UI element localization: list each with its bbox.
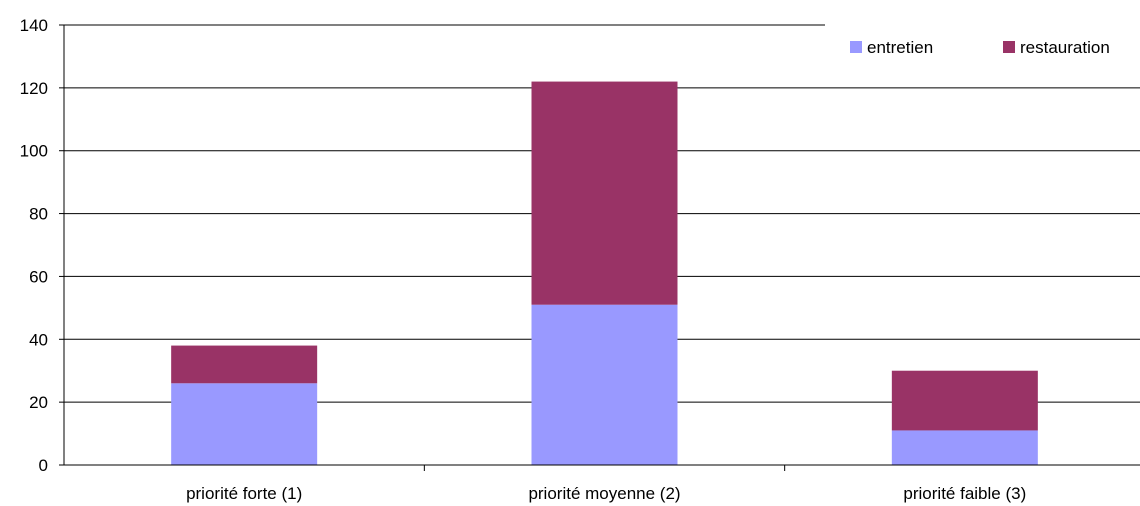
y-tick-label: 140 [20,16,48,35]
bar-entretien-1 [531,304,678,465]
bars [171,81,1038,465]
x-tick-label: priorité moyenne (2) [528,484,680,503]
y-tick-label: 100 [20,142,48,161]
legend-swatch-entretien [850,41,862,53]
x-tick-label: priorité faible (3) [903,484,1026,503]
x-axis-tick-labels: priorité forte (1) priorité moyenne (2) pr… [186,484,1026,503]
y-tick-label: 0 [39,456,48,475]
bar-entretien-2 [891,430,1038,465]
y-tick-label: 80 [29,205,48,224]
y-tick-label: 120 [20,79,48,98]
bar-restauration-1 [531,81,678,305]
legend-swatch-restauration [1003,41,1015,53]
legend: entretien restauration [850,38,1110,57]
legend-label-entretien: entretien [867,38,933,57]
y-tick-label: 60 [29,267,48,286]
legend-label-restauration: restauration [1020,38,1110,57]
y-tick-label: 40 [29,330,48,349]
axes [59,24,1140,471]
y-tick-label: 20 [29,393,48,412]
x-tick-label: priorité forte (1) [186,484,302,503]
bar-restauration-2 [891,370,1038,431]
bar-restauration-0 [171,345,318,384]
bar-entretien-0 [171,383,318,465]
y-axis-tick-labels: 0 20 40 60 80 100 120 140 [20,16,48,475]
